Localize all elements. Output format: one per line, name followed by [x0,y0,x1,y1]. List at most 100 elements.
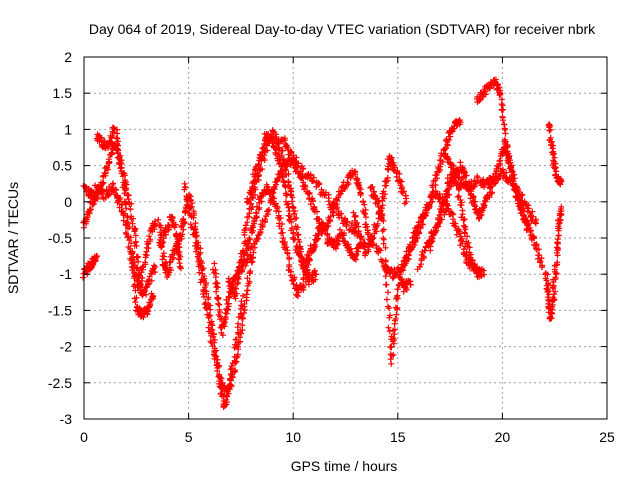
data-point [181,218,188,225]
data-point [132,299,139,306]
data-point [249,183,256,190]
data-point [123,205,130,212]
data-point [100,189,107,195]
data-point [345,181,352,187]
data-point [192,233,199,240]
data-point [535,246,542,253]
data-point [470,183,477,190]
data-point [382,273,389,280]
data-point [148,277,155,284]
data-point [117,165,124,172]
data-point [334,197,341,204]
data-point [544,289,551,295]
data-point [232,367,239,374]
x-tick-label: 0 [80,429,88,445]
data-point [531,235,538,242]
data-point [482,88,489,95]
data-point [492,180,499,187]
data-point [274,203,281,210]
series-arc-t [426,164,488,281]
data-point [446,136,453,143]
data-point [277,215,284,222]
data-point [142,251,149,258]
data-point [293,226,300,233]
data-point [369,184,376,190]
data-point [129,250,135,257]
data-point [241,301,248,307]
data-point [132,232,139,239]
data-point [439,201,446,208]
data-point [104,145,111,151]
data-point [293,164,300,171]
data-point [171,224,178,231]
data-point [310,197,317,204]
data-point [396,170,403,177]
data-point [456,230,463,237]
data-point [246,278,253,285]
data-point [461,216,468,223]
data-point [211,260,218,267]
data-point [438,208,445,215]
data-point [232,295,239,302]
data-point [215,300,222,307]
data-point [237,334,243,341]
data-point [425,201,432,208]
data-point [290,281,297,288]
data-point [270,195,277,202]
grid-lines [84,57,607,419]
data-point [373,242,380,249]
data-point [505,155,512,162]
data-point [460,217,467,224]
data-point [239,322,246,329]
data-point [456,185,463,191]
y-tick-label: 0 [64,194,72,210]
data-point [159,256,166,263]
data-point [554,236,561,243]
data-point [415,219,422,226]
data-point [152,264,159,270]
data-point [455,193,462,200]
data-point [171,250,178,257]
data-point [558,206,564,212]
data-point [193,239,200,246]
data-point [344,218,351,225]
data-point [502,126,508,133]
data-point [127,206,134,213]
data-point [497,91,504,98]
data-point [238,330,245,337]
data-point [205,296,212,303]
data-point [131,228,138,235]
data-point [379,205,385,212]
data-point [302,278,309,285]
data-point [348,250,355,257]
data-point [115,142,122,149]
data-point [437,167,444,173]
y-tick-label: -2.5 [48,375,72,391]
data-point [244,275,251,282]
data-point [489,189,496,196]
data-point [386,314,393,321]
data-point [313,271,320,278]
data-point [125,233,131,240]
data-point [310,174,317,181]
data-point [144,311,151,318]
data-point [99,181,106,187]
data-point [264,211,271,218]
axis-ticks [83,56,608,420]
data-point [407,278,414,285]
data-point [412,237,419,244]
data-point [262,218,268,225]
series-arc-v [545,121,565,188]
data-point [398,178,405,185]
data-point [516,193,523,200]
y-tick-label: 0.5 [53,158,73,174]
data-point [494,177,501,184]
data-point [380,188,387,195]
data-point [403,198,410,205]
y-tick-label: -0.5 [48,230,72,246]
data-point [219,332,226,339]
series-arc-n [367,184,414,367]
data-point [283,192,290,199]
data-point [441,196,448,203]
data-point [225,300,232,307]
